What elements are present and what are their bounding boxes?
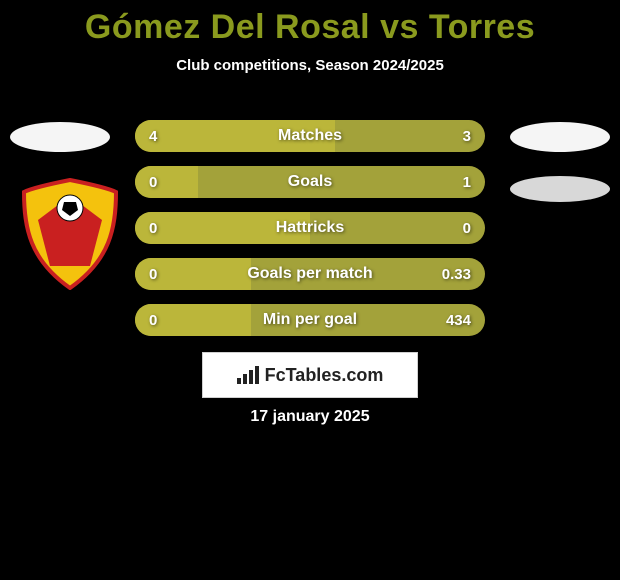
stat-label: Matches [135,120,485,152]
player-right-club-placeholder [510,176,610,202]
stat-value-right: 434 [446,304,471,336]
brand-badge[interactable]: FcTables.com [202,352,418,398]
stat-value-right: 0 [463,212,471,244]
page-title: Gómez Del Rosal vs Torres [0,0,620,47]
date-text: 17 january 2025 [0,408,620,426]
stat-row-goals: 0Goals1 [135,166,485,198]
player-right-avatar [510,122,610,152]
stat-row-min-per-goal: 0Min per goal434 [135,304,485,336]
stat-label: Goals [135,166,485,198]
stat-row-hattricks: 0Hattricks0 [135,212,485,244]
stat-bars: 4Matches30Goals10Hattricks00Goals per ma… [135,120,485,350]
stat-label: Goals per match [135,258,485,290]
stat-value-right: 1 [463,166,471,198]
stat-label: Hattricks [135,212,485,244]
stat-label: Min per goal [135,304,485,336]
stat-value-right: 0.33 [442,258,471,290]
player-left-avatar [10,122,110,152]
brand-text: FcTables.com [265,365,384,386]
stat-value-right: 3 [463,120,471,152]
club-crest-icon [20,178,120,290]
stat-row-matches: 4Matches3 [135,120,485,152]
stat-row-goals-per-match: 0Goals per match0.33 [135,258,485,290]
subtitle: Club competitions, Season 2024/2025 [0,57,620,74]
bar-chart-icon [237,366,259,384]
